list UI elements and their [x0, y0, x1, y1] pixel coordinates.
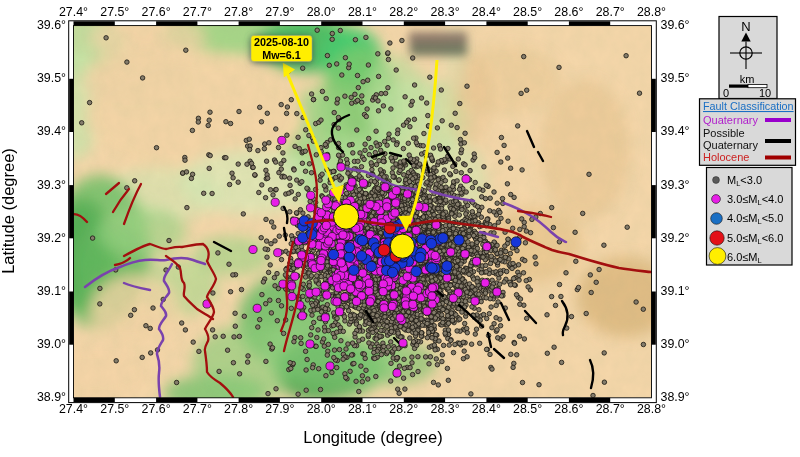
svg-text:28.7°: 28.7°	[596, 5, 625, 19]
svg-text:28.3°: 28.3°	[431, 402, 460, 416]
svg-text:28.3°: 28.3°	[431, 5, 460, 19]
svg-text:39.3°: 39.3°	[661, 178, 690, 192]
svg-text:39.0°: 39.0°	[37, 337, 66, 351]
svg-text:28.6°: 28.6°	[554, 402, 583, 416]
svg-text:5.0≤ML<6.0: 5.0≤ML<6.0	[727, 232, 783, 246]
svg-text:28.1°: 28.1°	[348, 402, 377, 416]
svg-text:39.6°: 39.6°	[661, 18, 690, 32]
svg-text:39.2°: 39.2°	[37, 231, 66, 245]
svg-text:28.5°: 28.5°	[513, 402, 542, 416]
svg-text:27.7°: 27.7°	[183, 5, 212, 19]
svg-text:39.3°: 39.3°	[37, 178, 66, 192]
svg-text:Fault Classification: Fault Classification	[703, 100, 794, 112]
svg-text:28.4°: 28.4°	[472, 402, 501, 416]
svg-text:28.7°: 28.7°	[596, 402, 625, 416]
svg-text:39.4°: 39.4°	[661, 124, 690, 138]
svg-text:27.5°: 27.5°	[100, 402, 129, 416]
svg-text:38.9°: 38.9°	[37, 390, 66, 404]
svg-text:km: km	[740, 73, 755, 85]
svg-text:ML<3.0: ML<3.0	[727, 174, 762, 188]
svg-text:27.8°: 27.8°	[224, 402, 253, 416]
svg-text:3.0≤ML<4.0: 3.0≤ML<4.0	[727, 193, 783, 207]
svg-text:39.2°: 39.2°	[661, 231, 690, 245]
svg-text:Quaternary: Quaternary	[703, 139, 759, 151]
svg-text:28.0°: 28.0°	[307, 5, 336, 19]
svg-text:27.4°: 27.4°	[59, 5, 88, 19]
svg-text:28.2°: 28.2°	[389, 402, 418, 416]
svg-text:Quaternary: Quaternary	[703, 114, 759, 126]
svg-text:27.6°: 27.6°	[142, 5, 171, 19]
svg-text:27.5°: 27.5°	[100, 5, 129, 19]
svg-text:39.4°: 39.4°	[37, 124, 66, 138]
svg-text:27.9°: 27.9°	[265, 5, 294, 19]
svg-text:4.0≤ML<5.0: 4.0≤ML<5.0	[727, 212, 783, 226]
svg-text:Mw=6.1: Mw=6.1	[262, 49, 301, 61]
svg-text:Possible: Possible	[703, 127, 745, 139]
svg-text:28.5°: 28.5°	[513, 5, 542, 19]
svg-text:38.9°: 38.9°	[661, 390, 690, 404]
svg-text:28.0°: 28.0°	[307, 402, 336, 416]
svg-text:27.9°: 27.9°	[265, 402, 294, 416]
svg-text:28.2°: 28.2°	[389, 5, 418, 19]
svg-text:Holocene: Holocene	[703, 151, 749, 163]
svg-text:N: N	[741, 19, 750, 34]
svg-text:28.6°: 28.6°	[554, 5, 583, 19]
svg-text:39.5°: 39.5°	[37, 71, 66, 85]
svg-text:10: 10	[759, 87, 771, 99]
svg-text:6.0≤ML: 6.0≤ML	[727, 251, 762, 265]
svg-text:Latitude (degree): Latitude (degree)	[0, 148, 17, 274]
svg-text:39.0°: 39.0°	[661, 337, 690, 351]
svg-text:0: 0	[723, 87, 729, 99]
svg-text:39.6°: 39.6°	[37, 18, 66, 32]
svg-text:39.1°: 39.1°	[661, 284, 690, 298]
svg-text:28.4°: 28.4°	[472, 5, 501, 19]
svg-text:2025-08-10: 2025-08-10	[254, 36, 309, 48]
svg-text:27.8°: 27.8°	[224, 5, 253, 19]
svg-text:39.5°: 39.5°	[661, 71, 690, 85]
svg-text:27.6°: 27.6°	[142, 402, 171, 416]
svg-text:28.1°: 28.1°	[348, 5, 377, 19]
svg-text:39.1°: 39.1°	[37, 284, 66, 298]
svg-text:28.8°: 28.8°	[637, 5, 666, 19]
svg-text:27.7°: 27.7°	[183, 402, 212, 416]
svg-text:Longitude (degree): Longitude (degree)	[303, 428, 442, 446]
